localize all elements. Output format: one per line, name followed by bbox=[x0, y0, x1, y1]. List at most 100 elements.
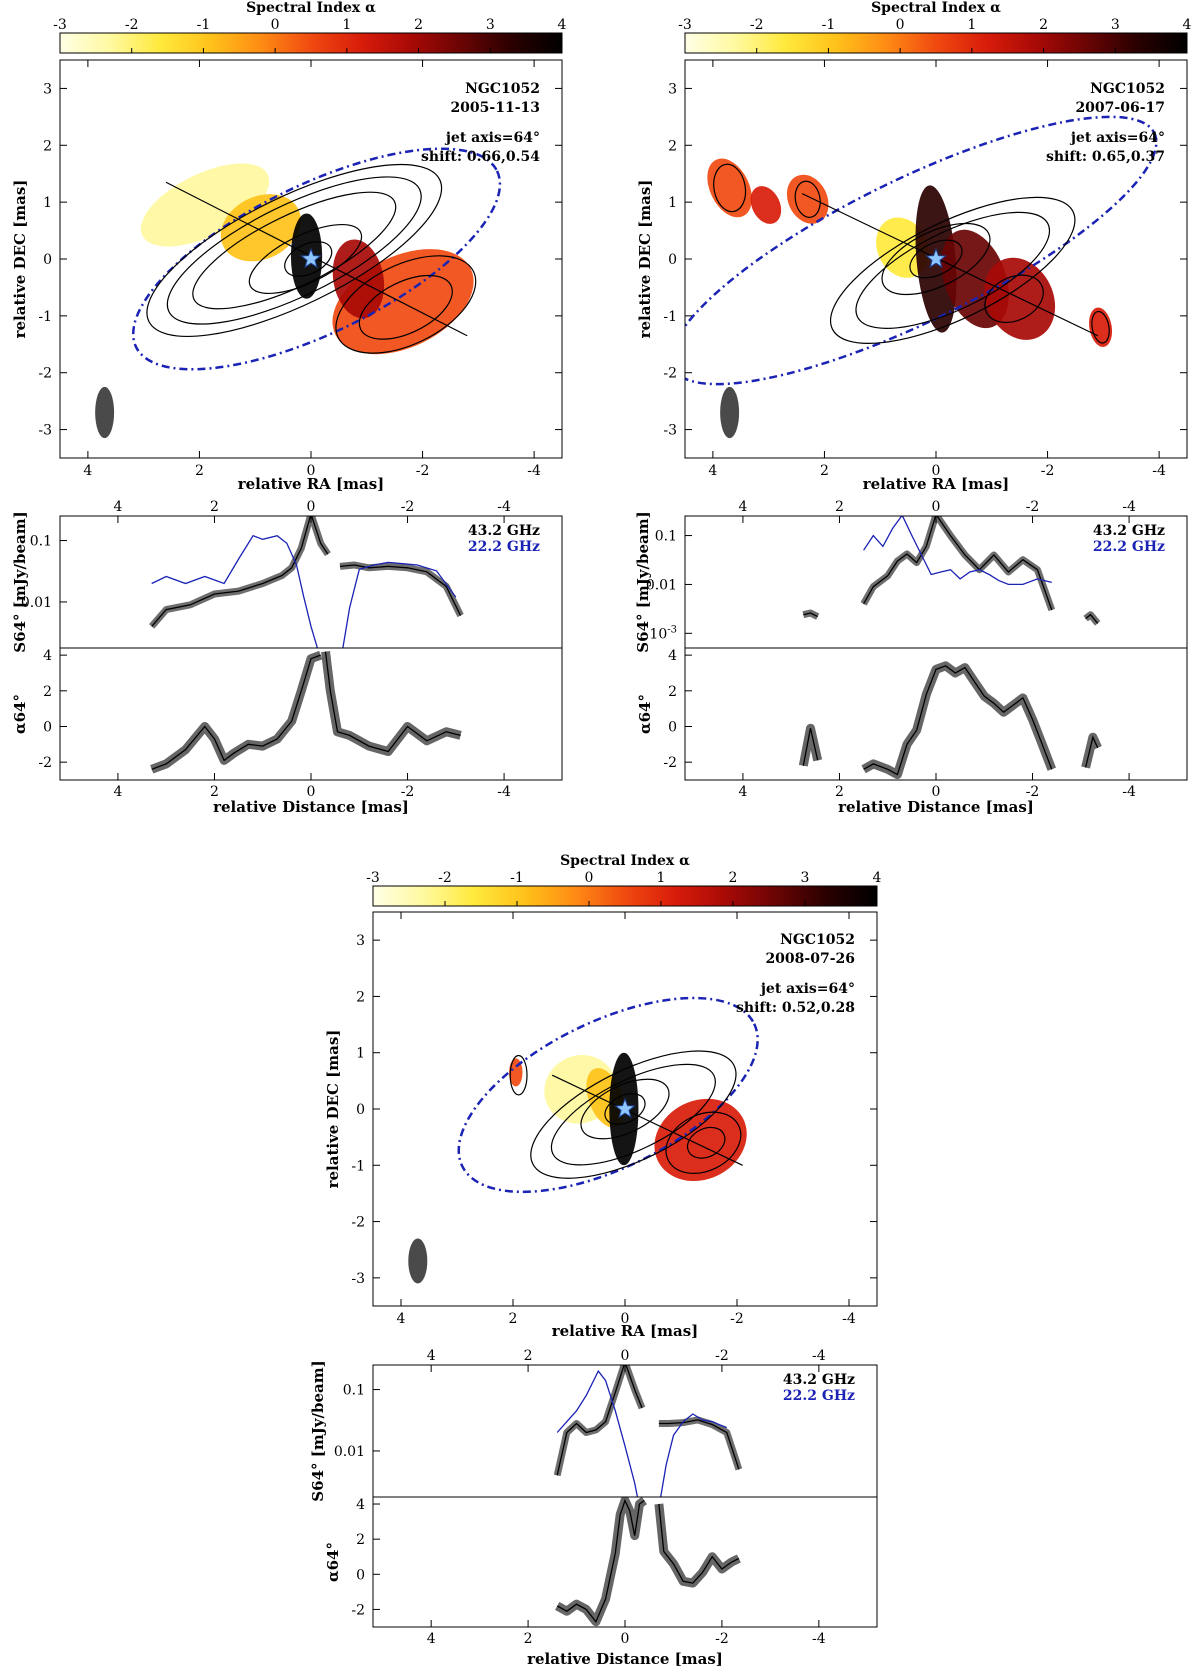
alpha-y-tick-label: 0 bbox=[668, 719, 677, 735]
alpha-y-tick-label: -2 bbox=[38, 755, 52, 771]
contour-43ghz bbox=[509, 1054, 528, 1096]
y-tick-label: -2 bbox=[38, 366, 52, 382]
source-name: NGC1052 bbox=[1090, 81, 1165, 97]
flux-series-43ghz bbox=[658, 1419, 740, 1470]
map-frame bbox=[59, 59, 563, 459]
colorbar-tick-label: 2 bbox=[729, 870, 738, 886]
x-axis-title: relative RA [mas] bbox=[863, 475, 1010, 493]
alpha-series bbox=[556, 1498, 645, 1623]
legend-43ghz: 43.2 GHz bbox=[468, 523, 540, 539]
contour-43ghz bbox=[794, 180, 821, 218]
colorbar-tick-label: 2 bbox=[1039, 17, 1048, 33]
alpha-profile-frame bbox=[372, 1496, 878, 1628]
alpha-x-tick-label: 4 bbox=[113, 784, 122, 800]
flux-series-22ghz bbox=[863, 516, 1052, 586]
colorbar-ticks: -3 -2 -1 0 1 2 3 4 bbox=[366, 870, 882, 906]
colorbar-tick-label: -1 bbox=[822, 17, 836, 33]
flux-x-tick-label: -4 bbox=[812, 1348, 826, 1364]
spectral-index-map: 4 2 0 -2 -4 3 2 1 0 -1 -2 -3 bbox=[663, 60, 1187, 479]
spectral-index-region bbox=[707, 158, 752, 218]
source-name: NGC1052 bbox=[465, 81, 540, 97]
y-tick-label: 1 bbox=[668, 195, 677, 211]
alpha-y-tick-label: 2 bbox=[668, 684, 677, 700]
flux-error-band bbox=[149, 516, 331, 629]
colorbar-tick-label: 2 bbox=[414, 17, 423, 33]
alpha-profile-content bbox=[798, 661, 1102, 780]
y-tick-label: 1 bbox=[356, 1046, 365, 1062]
alpha-x-tick-label: -2 bbox=[401, 784, 415, 800]
alpha-x-tick-label: -2 bbox=[1026, 784, 1040, 800]
alpha-x-tick-label: -2 bbox=[715, 1631, 729, 1647]
y-tick-label: 0 bbox=[668, 252, 677, 268]
y-axis-title: relative DEC [mas] bbox=[324, 1030, 342, 1189]
distance-axis-title: relative Distance [mas] bbox=[213, 798, 409, 816]
flux-x-tick-label: 4 bbox=[738, 499, 747, 515]
legend-22ghz: 22.2 GHz bbox=[783, 1388, 855, 1404]
map-content bbox=[685, 115, 1158, 439]
colorbar-tick-label: 3 bbox=[1111, 17, 1120, 33]
colorbar-tick-label: -3 bbox=[678, 17, 692, 33]
alpha-x-tick-label: 0 bbox=[932, 784, 941, 800]
x-tick-label: -2 bbox=[730, 1311, 744, 1327]
alpha-y-tick-label: 2 bbox=[43, 684, 52, 700]
contour-22ghz-outline bbox=[685, 115, 1158, 386]
x-tick-label: 4 bbox=[83, 463, 92, 479]
flux-x-tick-label: 0 bbox=[621, 1348, 630, 1364]
alpha-y-tick-label: 4 bbox=[356, 1497, 365, 1513]
alpha-series bbox=[802, 728, 819, 766]
contour-43ghz bbox=[530, 1050, 737, 1179]
x-axis-title: relative RA [mas] bbox=[552, 1322, 699, 1340]
y-tick-label: 3 bbox=[356, 933, 365, 949]
flux-y-tick-label: 10-3 bbox=[649, 624, 677, 642]
flux-series-43ghz bbox=[1085, 613, 1099, 624]
map-content bbox=[408, 996, 759, 1284]
contour-43ghz bbox=[909, 239, 963, 279]
flux-x-tick-label: 0 bbox=[307, 499, 316, 515]
panel-2008-07-26: Spectral Index α -3 -2 -1 0 1 2 3 4 4 2 0 -2 -4 3 2 1 0… bbox=[309, 853, 882, 1668]
alpha-series bbox=[151, 654, 321, 770]
spectral-index-region bbox=[750, 186, 782, 224]
x-tick-label: 2 bbox=[820, 463, 829, 479]
x-tick-label: 0 bbox=[932, 463, 941, 479]
alpha-profile: 4 2 0 -2 4 2 0 -2 -4 bbox=[38, 648, 511, 800]
alpha-error-band bbox=[321, 651, 462, 756]
flux-series-43ghz bbox=[151, 516, 329, 627]
flux-profile-content bbox=[149, 516, 464, 648]
panel-2007-06-17: Spectral Index α -3 -2 -1 0 1 2 3 4 4 2 0 -2 -4 3 2 10… bbox=[634, 0, 1192, 816]
colorbar-tick-label: 1 bbox=[657, 870, 666, 886]
flux-profile-content bbox=[802, 516, 1101, 626]
colorbar-tick-label: 0 bbox=[271, 17, 280, 33]
map-content bbox=[95, 147, 502, 439]
alpha-axis-title: α64° bbox=[11, 694, 29, 734]
beam-ellipse bbox=[408, 1238, 428, 1284]
flux-profile-content bbox=[553, 1365, 743, 1497]
colorbar bbox=[684, 32, 1188, 54]
flux-x-tick-label: 2 bbox=[210, 499, 219, 515]
jet-axis-line bbox=[551, 1074, 743, 1166]
x-tick-label: -4 bbox=[1152, 463, 1166, 479]
flux-x-tick-label: -2 bbox=[1026, 499, 1040, 515]
x-tick-label: -2 bbox=[416, 463, 430, 479]
legend-22ghz: 22.2 GHz bbox=[1093, 539, 1165, 555]
colorbar-title: Spectral Index α bbox=[871, 0, 1001, 16]
alpha-y-tick-label: -2 bbox=[351, 1602, 365, 1618]
alpha-x-tick-label: 2 bbox=[210, 784, 219, 800]
source-name: NGC1052 bbox=[780, 932, 855, 948]
legend-43ghz: 43.2 GHz bbox=[783, 1372, 855, 1388]
alpha-error-band bbox=[798, 723, 823, 767]
alpha-error-band bbox=[861, 661, 1057, 780]
shift-label: shift: 0.66,0.54 bbox=[421, 149, 540, 165]
y-tick-label: -1 bbox=[351, 1158, 365, 1174]
x-tick-label: 4 bbox=[708, 463, 717, 479]
alpha-profile-frame bbox=[59, 647, 563, 781]
y-tick-label: 3 bbox=[668, 81, 677, 97]
flux-y-tick-label: 0.1 bbox=[30, 534, 52, 550]
flux-x-tick-label: 4 bbox=[427, 1348, 436, 1364]
legend-43ghz: 43.2 GHz bbox=[1093, 523, 1165, 539]
contour-43ghz bbox=[248, 223, 363, 295]
flux-y-tick-label: 0.01 bbox=[21, 595, 52, 611]
contour-43ghz bbox=[166, 176, 422, 325]
flux-profile: 0.1 0.01 10-3 4 2 0 -2 -4 bbox=[646, 499, 1136, 642]
epoch-date: 2007-06-17 bbox=[1075, 100, 1165, 116]
colorbar-tick-label: 0 bbox=[585, 870, 594, 886]
